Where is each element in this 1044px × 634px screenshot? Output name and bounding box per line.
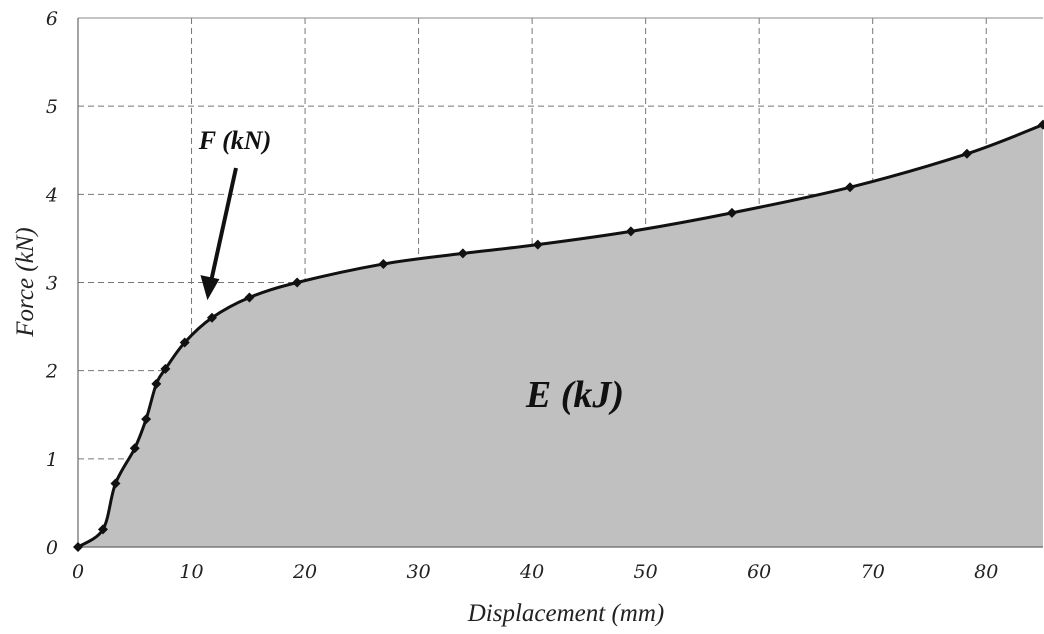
- data-point-marker: [151, 378, 162, 389]
- x-tick-label: 70: [861, 561, 885, 583]
- x-tick-label: 40: [519, 561, 544, 583]
- data-point-marker: [141, 414, 152, 425]
- data-point-marker: [206, 312, 217, 323]
- arrow-head-icon: [200, 275, 220, 301]
- energy-annotation-label: E (kJ): [525, 374, 624, 416]
- data-point-marker: [845, 182, 855, 193]
- y-tick-label: 5: [46, 96, 58, 118]
- data-point-marker: [378, 258, 389, 269]
- x-axis-title: Displacement (mm): [467, 600, 664, 627]
- x-tick-label: 80: [974, 561, 998, 583]
- data-point-marker: [160, 363, 171, 374]
- y-tick-label: 4: [45, 184, 58, 206]
- data-point-marker: [97, 524, 108, 535]
- y-tick-label: 2: [45, 361, 58, 383]
- data-point-marker: [179, 337, 190, 348]
- x-tick-label: 30: [406, 561, 430, 583]
- force-annotation-label: F (kN): [198, 126, 271, 155]
- y-tick-label: 1: [46, 449, 58, 471]
- force-annotation-arrow: [208, 167, 238, 285]
- y-tick-label: 0: [46, 537, 58, 559]
- data-markers: [73, 119, 1044, 552]
- x-tick-label: 0: [72, 561, 84, 583]
- data-point-marker: [244, 292, 255, 303]
- x-tick-label: 10: [179, 561, 203, 583]
- energy-area: [78, 124, 1043, 547]
- data-point-marker: [1038, 119, 1044, 130]
- y-tick-label: 3: [46, 273, 58, 295]
- data-point-marker: [625, 226, 636, 237]
- annotations: F (kN) E (kJ): [198, 126, 624, 416]
- plot-frame: [77, 17, 1043, 548]
- y-axis-title: Force (kN): [12, 227, 39, 337]
- data-point-marker: [292, 277, 303, 288]
- data-point-marker: [532, 239, 543, 250]
- data-point-marker: [457, 248, 468, 259]
- data-point-marker: [110, 478, 121, 489]
- data-point-marker: [961, 148, 972, 159]
- data-point-marker: [129, 443, 140, 454]
- x-tick-label: 60: [747, 561, 771, 583]
- data-point-marker: [726, 207, 737, 218]
- tick-labels: 0 10 20 30 40 50 60 70 80 0 1 2 3 4 5 6: [45, 8, 998, 583]
- x-tick-label: 50: [634, 561, 658, 583]
- data-point-marker: [73, 542, 83, 552]
- x-tick-label: 20: [292, 561, 317, 583]
- y-tick-label: 6: [46, 8, 58, 30]
